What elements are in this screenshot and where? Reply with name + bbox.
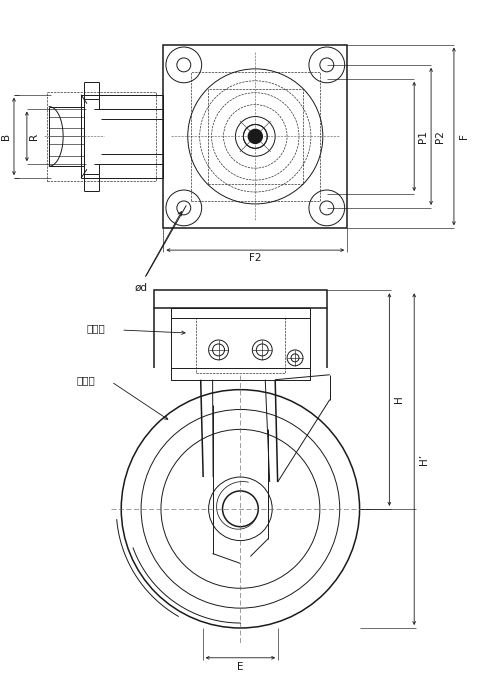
Bar [196,318,285,372]
Text: F: F [459,133,469,139]
Bar [47,92,156,181]
Circle shape [248,129,262,143]
Text: E: E [237,662,244,672]
Text: H: H [394,395,404,404]
Text: F2: F2 [249,253,262,263]
Text: H’: H’ [419,454,429,464]
Text: 自由時: 自由時 [76,375,96,385]
Text: B: B [1,133,11,140]
Text: ød: ød [134,283,147,293]
Text: P2: P2 [435,130,445,143]
Text: 固定時: 固定時 [86,323,105,333]
Bar [208,89,303,184]
Text: P1: P1 [418,130,428,143]
Bar [171,368,310,380]
Bar [164,45,347,228]
Text: R: R [29,133,39,140]
Bar [154,290,328,308]
Bar [190,72,320,201]
Bar [171,308,310,318]
